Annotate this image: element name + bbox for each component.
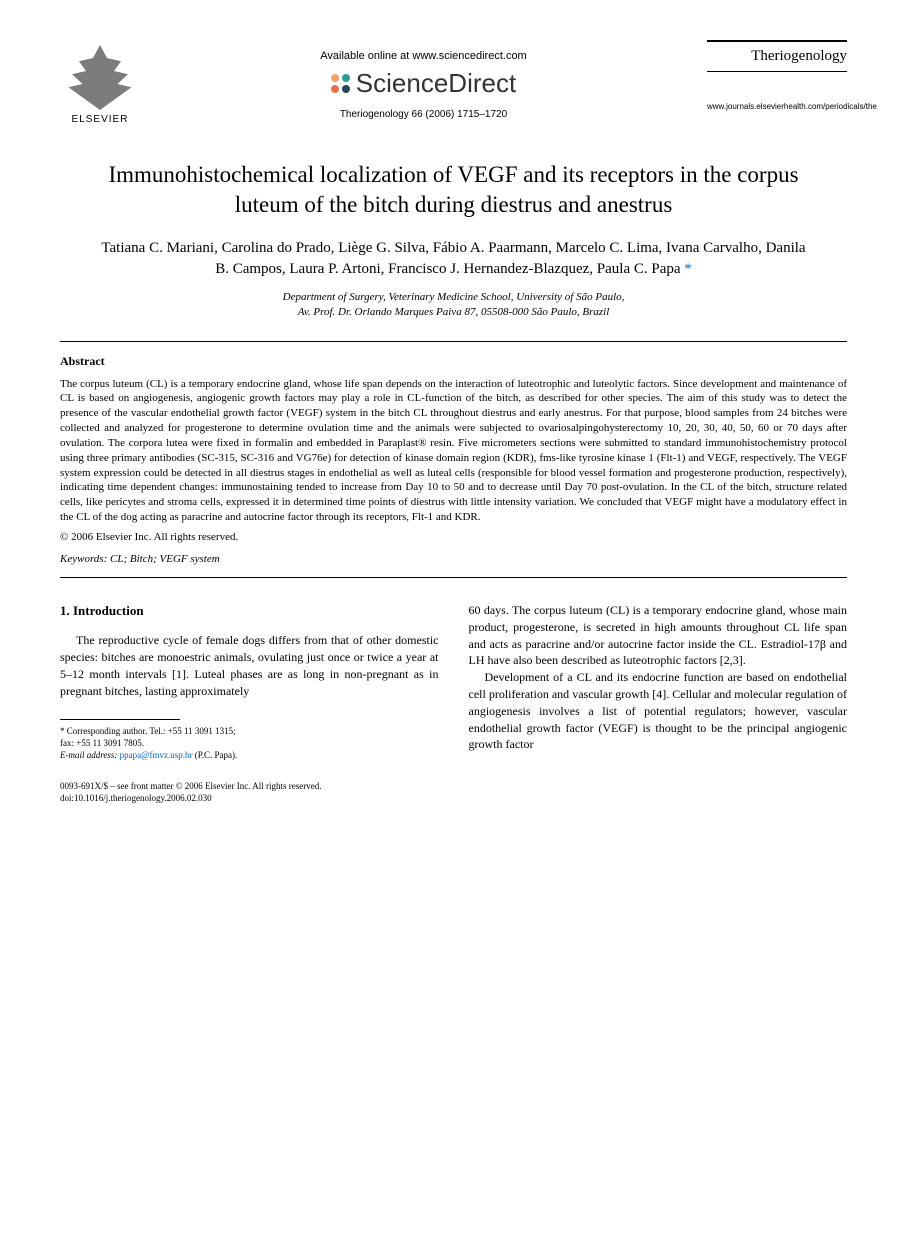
column-right: 60 days. The corpus luteum (CL) is a tem… [469,602,848,761]
affiliation-line-2: Av. Prof. Dr. Orlando Marques Paiva 87, … [120,305,787,320]
footnote-divider [60,719,180,720]
keywords-values: CL; Bitch; VEGF system [110,553,220,565]
abstract-text-content: The corpus luteum (CL) is a temporary en… [60,378,847,524]
abstract-body: The corpus luteum (CL) is a temporary en… [60,377,847,525]
page-header: ELSEVIER Available online at www.science… [60,40,847,130]
publisher-logo: ELSEVIER [60,40,140,130]
keywords-label: Keywords: [60,553,107,565]
authors-text: Tatiana C. Mariani, Carolina do Prado, L… [101,240,805,277]
issn-line: 0093-691X/$ – see front matter © 2006 El… [60,781,847,793]
affiliation-line-1: Department of Surgery, Veterinary Medici… [120,290,787,305]
footnote-tel: * Corresponding author. Tel.: +55 11 309… [60,726,439,738]
journal-citation: Theriogenology 66 (2006) 1715–1720 [140,109,707,120]
section-1-heading: 1. Introduction [60,602,439,620]
journal-name: Theriogenology [707,40,847,72]
article-title: Immunohistochemical localization of VEGF… [80,160,827,220]
abstract-heading: Abstract [60,354,847,369]
keywords-line: Keywords: CL; Bitch; VEGF system [60,553,847,565]
corresponding-footnote: * Corresponding author. Tel.: +55 11 309… [60,726,439,761]
sciencedirect-dots-icon [331,74,350,93]
doi-line: doi:10.1016/j.theriogenology.2006.02.030 [60,793,847,805]
journal-box: Theriogenology www.journals.elsevierheal… [707,40,847,111]
available-online-text: Available online at www.sciencedirect.co… [140,50,707,62]
footnote-email-line: E-mail address: ppapa@fmvz.usp.br (P.C. … [60,750,439,762]
copyright-line: © 2006 Elsevier Inc. All rights reserved… [60,531,847,543]
intro-paragraph-1-cont: 60 days. The corpus luteum (CL) is a tem… [469,602,848,669]
intro-paragraph-2: Development of a CL and its endocrine fu… [469,669,848,753]
email-person: (P.C. Papa). [195,750,238,760]
intro-paragraph-1: The reproductive cycle of female dogs di… [60,632,439,699]
divider-top [60,341,847,342]
platform-name: ScienceDirect [356,68,516,99]
journal-url: www.journals.elsevierhealth.com/periodic… [707,102,847,111]
author-list: Tatiana C. Mariani, Carolina do Prado, L… [100,238,807,280]
email-link[interactable]: ppapa@fmvz.usp.br [120,750,193,760]
elsevier-tree-icon [65,45,135,110]
footnote-fax: fax: +55 11 3091 7805. [60,738,439,750]
page-footer: 0093-691X/$ – see front matter © 2006 El… [60,781,847,804]
corresponding-marker[interactable]: * [684,261,692,277]
affiliation: Department of Surgery, Veterinary Medici… [120,290,787,321]
column-left: 1. Introduction The reproductive cycle o… [60,602,439,761]
divider-bottom [60,577,847,578]
body-two-column: 1. Introduction The reproductive cycle o… [60,602,847,761]
platform-logo: ScienceDirect [140,68,707,99]
email-label: E-mail address: [60,750,117,760]
header-center: Available online at www.sciencedirect.co… [140,40,707,120]
publisher-name: ELSEVIER [72,114,129,125]
